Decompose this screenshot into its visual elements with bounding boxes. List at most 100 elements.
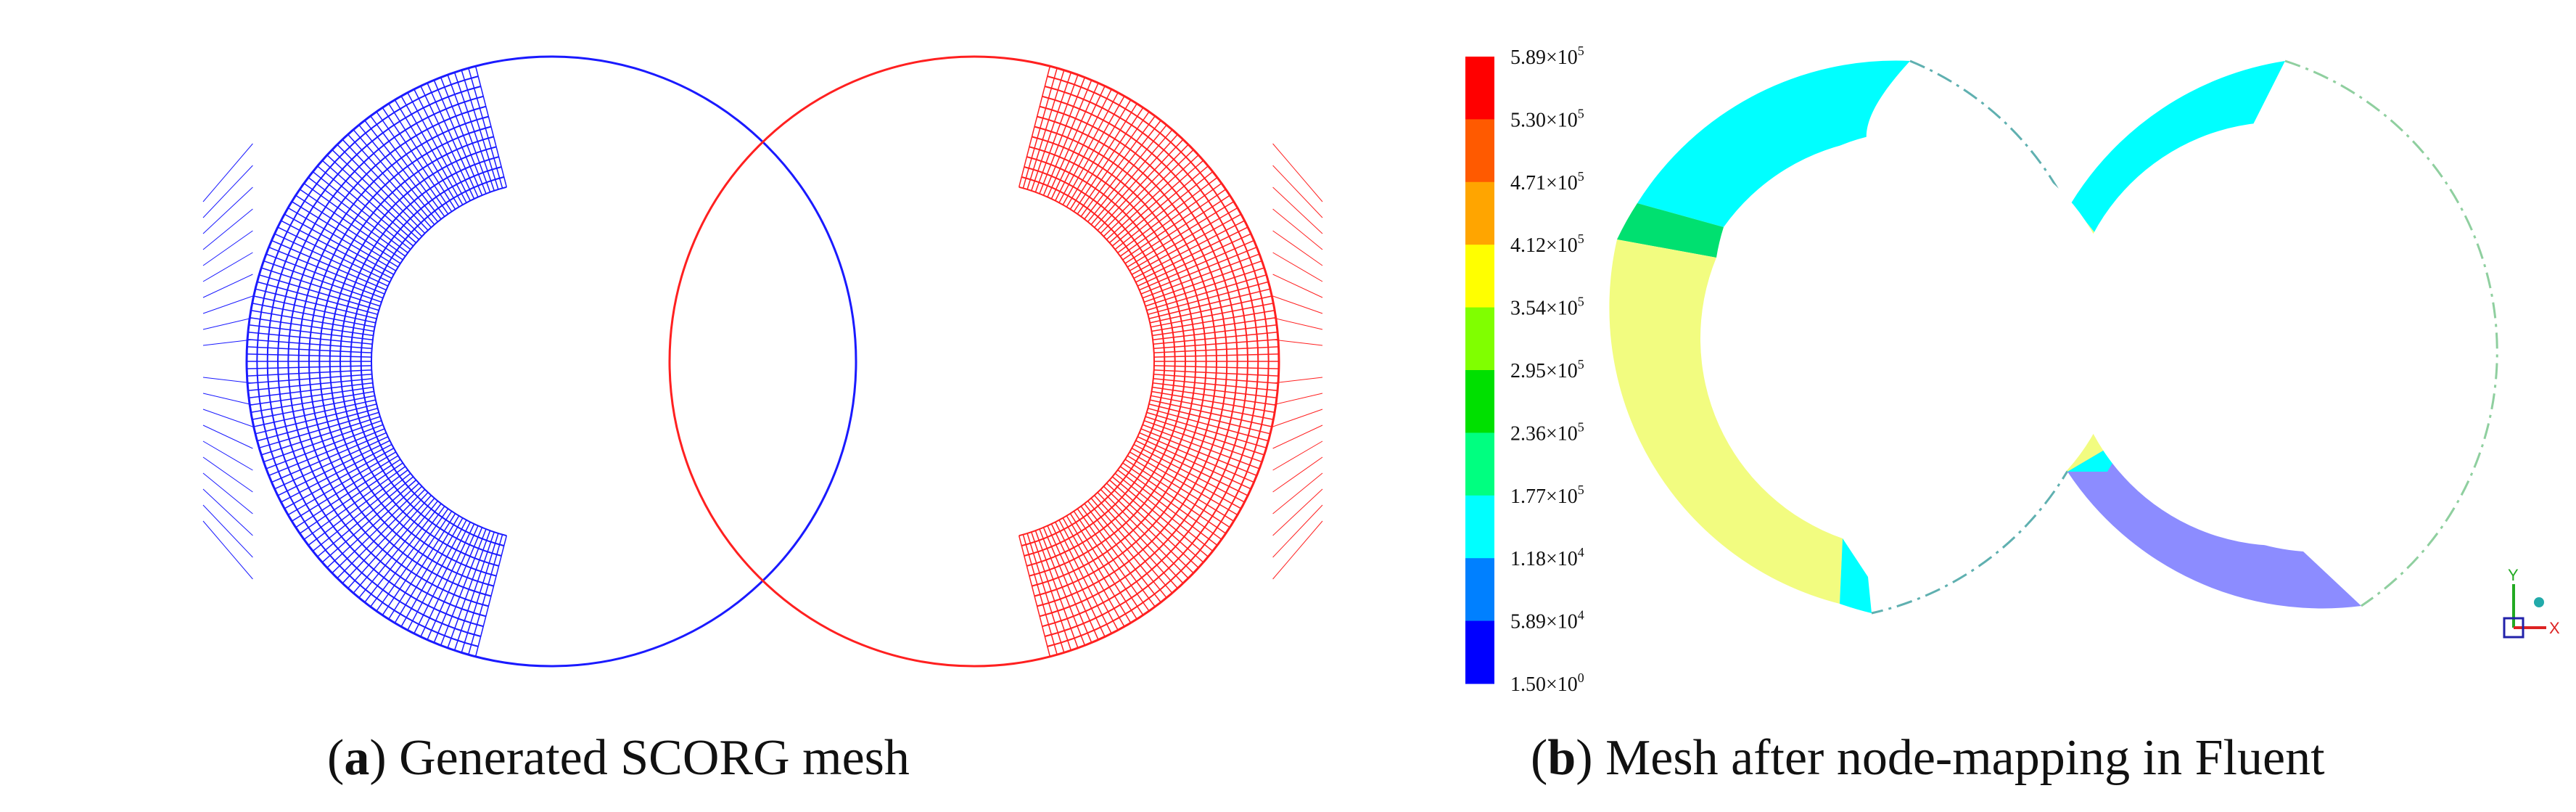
mesh-spoke-line	[1153, 369, 1279, 377]
mesh-spoke-line	[1111, 476, 1209, 557]
mesh-spoke-line	[1026, 533, 1065, 653]
mesh-spoke-line	[1124, 459, 1230, 528]
mesh-fan-line	[202, 274, 253, 298]
mesh-fan-line	[202, 230, 253, 266]
mesh-spoke-line	[277, 440, 390, 496]
mesh-spoke-line	[1137, 436, 1251, 490]
mesh-spoke-line	[468, 67, 503, 189]
mesh-spoke-line	[266, 424, 384, 469]
mesh-ring-line	[1024, 166, 1176, 557]
mesh-spoke-line	[1084, 503, 1161, 603]
mesh-spoke-line	[1050, 86, 1106, 200]
right-rotor-mesh	[1018, 65, 1323, 657]
right-rotor-outer-boundary	[2284, 60, 2498, 607]
mesh-spoke-line	[1143, 419, 1262, 463]
mesh-spoke-line	[263, 260, 382, 303]
colorbar-tick-label: 2.95×105	[1510, 357, 1584, 382]
left-rotor-contour	[1609, 60, 2101, 615]
mesh-spoke-line	[287, 451, 397, 516]
mesh-spoke-line	[1122, 189, 1227, 261]
panel-a-caption: (a) Generated SCORG mesh	[327, 730, 910, 786]
mesh-spoke-line	[1114, 171, 1214, 250]
mesh-spoke-line	[1058, 92, 1119, 203]
mesh-spoke-line	[1146, 411, 1267, 448]
mesh-spoke-line	[1090, 129, 1173, 225]
panel-b-contour: 5.89×105 5.30×105 4.71×105 4.12×105 3.54×105…	[1465, 44, 2560, 696]
mesh-fan-line	[202, 143, 253, 202]
mesh-spoke-line	[1047, 83, 1099, 197]
mesh-spoke-line	[259, 274, 379, 311]
mesh-spoke-line	[247, 374, 372, 384]
mesh-spoke-line	[1150, 399, 1272, 427]
mesh-spoke-line	[413, 89, 471, 201]
colorbar-cell	[1465, 432, 1494, 496]
mesh-spoke-line	[1066, 515, 1132, 623]
colorbar-cell	[1465, 245, 1494, 308]
mesh-spoke-line	[1080, 115, 1156, 217]
mesh-fan-line	[1272, 295, 1323, 314]
left-rotor-boundary	[245, 55, 857, 668]
mesh-spoke-line	[1031, 72, 1072, 192]
mesh-spoke-line	[1153, 346, 1279, 353]
mesh-spoke-line	[1034, 530, 1079, 649]
mesh-spoke-line	[253, 399, 376, 427]
mesh-spoke-line	[468, 534, 503, 655]
colorbar-tick-label: 5.89×105	[1510, 44, 1584, 69]
mesh-spoke-line	[394, 99, 460, 208]
mesh-spoke-line	[1022, 534, 1058, 655]
mesh-spoke-line	[1039, 77, 1086, 194]
triad-y-label: Y	[2508, 566, 2519, 584]
mesh-spoke-line	[247, 369, 372, 377]
colorbar-cell	[1465, 181, 1494, 245]
mesh-spoke-line	[1087, 124, 1167, 223]
mesh-spoke-line	[1133, 443, 1245, 503]
mesh-spoke-line	[337, 144, 426, 234]
mesh-fan-line	[1272, 252, 1323, 282]
colorbar-tick-label: 3.54×105	[1510, 295, 1584, 320]
mesh-spoke-line	[1090, 498, 1173, 594]
mesh-spoke-line	[342, 492, 429, 584]
left-ring-cyan-sector	[1637, 60, 1910, 227]
mesh-spoke-line	[1150, 295, 1272, 324]
mesh-spoke-line	[326, 483, 420, 568]
mesh-spoke-line	[295, 194, 401, 264]
mesh-spoke-line	[427, 525, 479, 640]
mesh-fan-line	[202, 425, 253, 449]
mesh-fan-line	[202, 409, 253, 427]
panel-a-mesh	[202, 55, 1323, 668]
mesh-spoke-line	[1069, 103, 1137, 210]
mesh-spoke-line	[1042, 80, 1092, 196]
mesh-spoke-line	[474, 536, 508, 657]
mesh-spoke-line	[1148, 288, 1271, 319]
mesh-spoke-line	[1111, 165, 1209, 247]
right-rotor-boundary	[668, 55, 1280, 668]
mesh-spoke-line	[1109, 160, 1204, 244]
mesh-spoke-line	[255, 288, 377, 319]
mesh-spoke-line	[1133, 220, 1245, 279]
mesh-spoke-line	[1152, 317, 1276, 337]
mesh-spoke-line	[271, 239, 387, 291]
mesh-spoke-line	[1153, 382, 1277, 399]
mesh-fan-line	[202, 377, 253, 384]
colorbar-cells	[1465, 57, 1494, 684]
mesh-fan-line	[202, 440, 253, 471]
mesh-spoke-line	[1062, 517, 1125, 627]
mesh-fan-line	[202, 295, 253, 314]
mesh-spoke-line	[1077, 508, 1150, 612]
mesh-spoke-line	[266, 253, 384, 299]
mesh-fan-line	[1272, 409, 1323, 427]
mesh-spoke-line	[257, 281, 378, 316]
mesh-fan-line	[202, 208, 253, 250]
mesh-spoke-line	[1142, 253, 1260, 299]
mesh-spoke-line	[1100, 488, 1189, 579]
mesh-fan-line	[202, 339, 253, 346]
colorbar-tick-label: 1.18×104	[1510, 545, 1584, 570]
mesh-spoke-line	[1055, 89, 1112, 201]
mesh-spoke-line	[1026, 70, 1065, 190]
panel-b-caption: (b) Mesh after node-mapping in Fluent	[1531, 730, 2325, 786]
mesh-spoke-line	[1124, 194, 1230, 264]
colorbar-cell	[1465, 495, 1494, 559]
mesh-spoke-line	[1140, 247, 1257, 295]
mesh-spoke-line	[1094, 495, 1178, 589]
mesh-spoke-line	[271, 432, 387, 483]
